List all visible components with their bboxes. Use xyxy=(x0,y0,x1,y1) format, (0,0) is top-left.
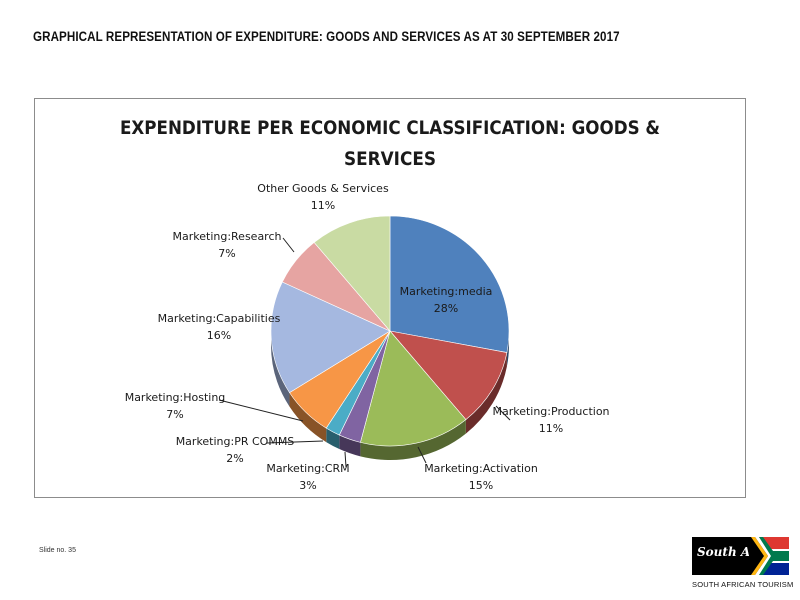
slice-value-marketing-crm: 3% xyxy=(299,479,316,492)
flag-icon xyxy=(749,537,789,575)
slice-label-marketing-activation: Marketing:Activation xyxy=(424,462,538,475)
leader-lines xyxy=(218,237,511,468)
pie-labels: Marketing:media 28% Marketing:Production 11… xyxy=(125,182,610,492)
pie-slice-marketing-activation xyxy=(360,330,467,447)
pie-depth-1 xyxy=(465,352,507,434)
pie-depth-2 xyxy=(360,419,466,460)
chart-title-line-1: EXPENDITURE PER ECONOMIC CLASSIFICATION:… xyxy=(120,117,660,139)
pie-depth-6 xyxy=(271,331,290,407)
slice-value-marketing-production: 11% xyxy=(539,422,563,435)
pie-slice-other-goods-services xyxy=(313,215,391,332)
pie-depth-3 xyxy=(339,435,361,457)
slice-label-marketing-hosting: Marketing:Hosting xyxy=(125,391,226,404)
pie-depth-4 xyxy=(326,428,340,450)
slice-value-marketing-hosting: 7% xyxy=(166,408,183,421)
leader-line-marketing-crm xyxy=(344,451,347,468)
slice-value-marketing-capabilities: 16% xyxy=(207,329,231,342)
slice-value-marketing-activation: 15% xyxy=(469,479,493,492)
chart-title-line-2: SERVICES xyxy=(344,148,436,170)
pie-depth-0 xyxy=(506,331,509,367)
slide-number: Slide no. 35 xyxy=(39,547,76,554)
leader-line-marketing-production xyxy=(495,405,511,421)
slice-label-marketing-research: Marketing:Research xyxy=(173,230,282,243)
slice-label-marketing-production: Marketing:Production xyxy=(492,405,609,418)
slice-label-marketing-crm: Marketing:CRM xyxy=(266,462,349,475)
pie-slice-marketing-media xyxy=(389,215,510,353)
slice-value-marketing-pr-comms: 2% xyxy=(226,452,243,465)
south-african-tourism-logo: South Africa SOUTH AFRICAN TOURISM xyxy=(692,537,794,592)
leader-line-marketing-hosting xyxy=(218,399,304,422)
leader-line-marketing-activation xyxy=(417,446,427,464)
slice-label-marketing-media: Marketing:media xyxy=(400,285,493,298)
slice-value-marketing-media: 28% xyxy=(434,302,458,315)
slice-label-marketing-capabilities: Marketing:Capabilities xyxy=(158,312,281,325)
slice-label-marketing-pr-comms: Marketing:PR COMMS xyxy=(176,435,295,448)
logo-badge: South Africa xyxy=(692,537,789,575)
slice-label-other-goods-services: Other Goods & Services xyxy=(257,182,389,195)
leader-line-marketing-research xyxy=(282,237,295,253)
leader-line-marketing-pr-comms xyxy=(266,440,324,444)
pie-chart: EXPENDITURE PER ECONOMIC CLASSIFICATION:… xyxy=(120,117,660,492)
pie-slice-marketing-production xyxy=(389,330,508,421)
slice-value-marketing-research: 7% xyxy=(218,247,235,260)
logo-tagline: SOUTH AFRICAN TOURISM xyxy=(692,580,794,589)
pie-slice-marketing-capabilities xyxy=(270,281,391,394)
page-heading: GRAPHICAL REPRESENTATION OF EXPENDITURE:… xyxy=(33,29,620,44)
pie-top xyxy=(270,215,510,447)
slice-value-other-goods-services: 11% xyxy=(311,199,335,212)
